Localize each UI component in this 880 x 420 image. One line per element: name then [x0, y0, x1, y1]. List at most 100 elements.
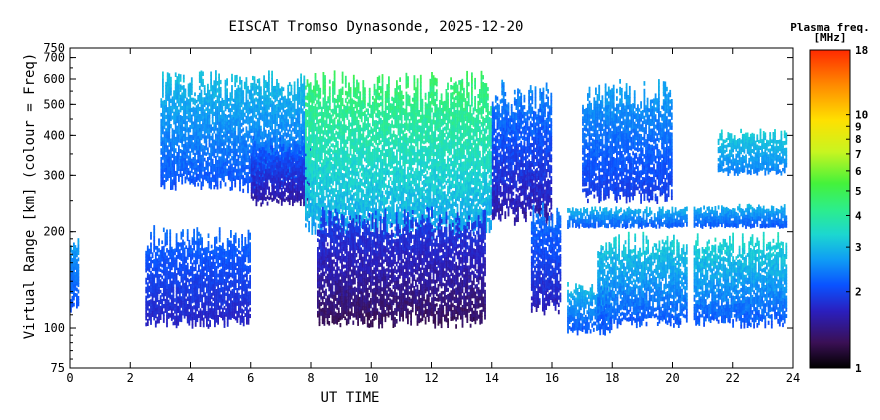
echo-cell [202, 159, 204, 165]
echo-cell [295, 141, 298, 145]
echo-cell [203, 91, 206, 95]
echo-cell [189, 151, 192, 156]
echo-cell [309, 92, 312, 97]
echo-cell [179, 169, 182, 174]
echo-cell [223, 168, 225, 172]
echo-cell [156, 279, 159, 284]
echo-cell [314, 73, 317, 78]
echo-cell [238, 238, 240, 242]
echo-cell [313, 191, 315, 196]
echo-cell [245, 98, 248, 103]
echo-cell [222, 266, 224, 271]
echo-cell [162, 245, 165, 251]
echo-cell [146, 300, 149, 305]
echo-cell [271, 74, 273, 79]
echo-cell [187, 99, 190, 103]
echo-cell [151, 305, 154, 310]
echo-cell [237, 118, 240, 123]
echo-cell [235, 135, 238, 140]
echo-cell [242, 281, 245, 285]
echo-cell [274, 151, 277, 155]
echo-cell [194, 296, 197, 301]
echo-cell [296, 133, 299, 138]
echo-cell [263, 106, 265, 112]
echo-cell [160, 112, 163, 117]
echo-cell [218, 125, 220, 130]
echo-cell [167, 265, 170, 269]
echo-cell [242, 97, 245, 102]
echo-cell [233, 308, 235, 313]
echo-cell [330, 135, 333, 139]
echo-cell [263, 96, 265, 101]
echo-cell [309, 95, 312, 100]
echo-cell [272, 160, 275, 164]
echo-cell [150, 299, 152, 304]
echo-cell [244, 258, 247, 263]
echo-cell [172, 257, 175, 262]
echo-cell [229, 101, 232, 106]
echo-cell [298, 159, 301, 163]
echo-cell [271, 70, 273, 76]
echo-cell [268, 98, 270, 103]
echo-cell [218, 252, 221, 257]
echo-cell [317, 84, 320, 89]
echo-cell [287, 174, 289, 179]
echo-cell [178, 77, 180, 82]
echo-cell [206, 256, 208, 260]
echo-cell [296, 143, 299, 148]
echo-cell [182, 168, 185, 173]
echo-cell [178, 255, 181, 260]
echo-cell [279, 171, 282, 176]
echo-cell [241, 261, 243, 266]
echo-cell [226, 298, 229, 304]
echo-cell [236, 288, 239, 292]
echo-cell [327, 209, 330, 214]
echo-cell [242, 258, 245, 263]
echo-cell [221, 105, 224, 110]
echo-cell [201, 304, 203, 308]
echo-cell [216, 167, 219, 172]
echo-cell [316, 140, 318, 145]
echo-cell [330, 180, 333, 184]
echo-cell [226, 115, 228, 120]
echo-cell [317, 171, 320, 176]
echo-cell [190, 134, 193, 140]
echo-cell [305, 183, 307, 188]
echo-cell [290, 170, 293, 175]
echo-cell [220, 245, 223, 250]
echo-cell [195, 108, 198, 112]
echo-cell [207, 179, 209, 184]
echo-cell [250, 92, 253, 97]
echo-cell [185, 301, 188, 305]
echo-cell [186, 173, 188, 177]
echo-cell [269, 134, 272, 139]
echo-cell [194, 119, 196, 124]
echo-cell [288, 108, 291, 112]
echo-cell [239, 120, 241, 126]
echo-cell [285, 111, 288, 116]
echo-cell [184, 134, 187, 138]
echo-cell [206, 310, 208, 315]
echo-cell [197, 159, 200, 163]
echo-cell [184, 143, 187, 147]
echo-cell [309, 206, 312, 211]
echo-cell [299, 181, 302, 185]
echo-cell [162, 129, 164, 135]
echo-cell [189, 138, 192, 143]
echo-cell [328, 89, 331, 94]
echo-cell [309, 105, 312, 110]
echo-cell [146, 248, 149, 253]
echo-cell [271, 174, 274, 179]
echo-cell [284, 171, 286, 175]
echo-cell [314, 111, 317, 116]
echo-cell [223, 160, 225, 164]
echo-cell [176, 92, 179, 97]
echo-cell [216, 131, 219, 136]
echo-cell [320, 194, 323, 199]
echo-cell [280, 96, 283, 101]
echo-cell [186, 136, 188, 141]
echo-cell [250, 161, 253, 165]
echo-cell [169, 247, 172, 252]
echo-cell [73, 251, 75, 256]
echo-cell [247, 280, 250, 285]
